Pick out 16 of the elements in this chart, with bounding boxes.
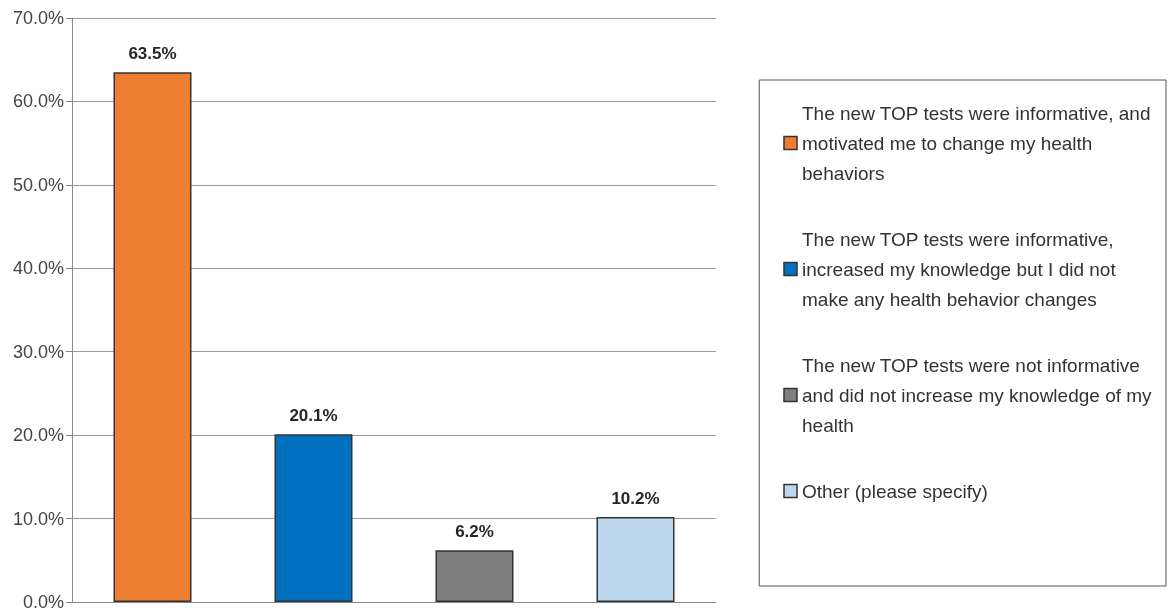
- y-tick-label: 10.0%: [12, 508, 64, 529]
- legend-label: The new TOP tests were informative, increased my knowledge but I did not make any health behavior changes: [802, 228, 1121, 310]
- y-tick-label: 70.0%: [12, 8, 64, 28]
- y-tick-label: 50.0%: [12, 174, 64, 195]
- y-tick-label: 20.0%: [12, 425, 64, 446]
- data-label: 63.5%: [128, 44, 177, 64]
- data-label: 10.2%: [611, 488, 660, 508]
- y-tick-label: 0.0%: [22, 592, 64, 611]
- y-tick-label: 40.0%: [12, 258, 64, 279]
- legend-label: The new TOP tests were not informative and did not increase my knowledge of my health: [802, 354, 1157, 436]
- y-tick-label: 60.0%: [12, 91, 64, 112]
- y-tick-label: 30.0%: [12, 341, 64, 362]
- data-label: 6.2%: [455, 522, 494, 542]
- data-label: 20.1%: [289, 406, 338, 426]
- legend-label: The new TOP tests were informative, and motivated me to change my health behaviors: [802, 102, 1156, 184]
- legend-label: Other (please specify): [802, 480, 988, 502]
